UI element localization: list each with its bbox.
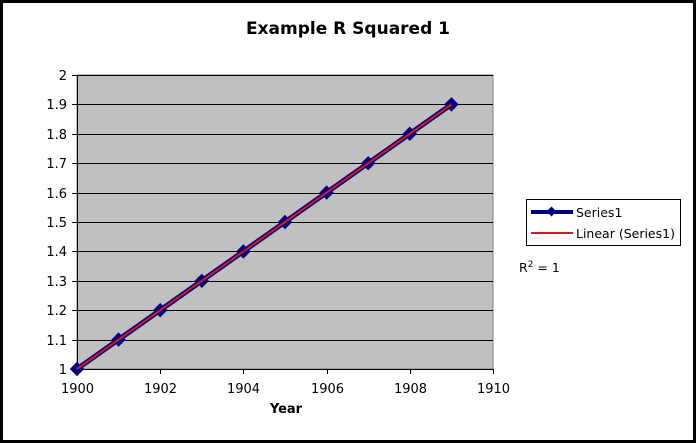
y-tick-label: 1.5 (46, 216, 67, 231)
y-tick-label: 2 (59, 69, 67, 84)
y-tick-label: 1.3 (46, 275, 67, 290)
tick-labels: 1 1.1 1.2 1.3 1.4 1.5 1.6 1.7 1.8 1.9 2 1900 1902 190… (46, 69, 510, 397)
x-tick-label: 1910 (477, 382, 510, 397)
x-tick-label: 1908 (394, 382, 427, 397)
axes (72, 75, 494, 374)
legend-item-trendline: Linear (Series1) (531, 224, 675, 242)
y-tick-label: 1.8 (46, 128, 67, 143)
legend: Series1 Linear (Series1) (526, 199, 681, 246)
legend-item-series1: Series1 (531, 203, 622, 221)
y-tick-label: 1.6 (46, 187, 67, 202)
y-tick-label: 1 (59, 363, 67, 378)
y-tick-label: 1.9 (46, 98, 67, 113)
x-tick-label: 1904 (227, 382, 260, 397)
x-axis-label: Year (269, 402, 303, 417)
y-tick-label: 1.7 (46, 157, 67, 172)
legend-swatch-series1 (531, 203, 573, 221)
r-squared-label: R2 = 1 (519, 260, 560, 276)
chart-title: Example R Squared 1 (245, 19, 451, 39)
y-tick-label: 1.2 (46, 304, 67, 319)
legend-label-series1: Series1 (576, 204, 623, 220)
legend-swatch-trendline (531, 224, 573, 242)
x-tick-label: 1900 (61, 382, 94, 397)
x-tick-label: 1906 (311, 382, 344, 397)
legend-label-trendline: Linear (Series1) (576, 225, 675, 241)
series-1 (69, 97, 459, 377)
x-tick-label: 1902 (144, 382, 177, 397)
y-tick-label: 1.1 (46, 334, 67, 349)
y-tick-label: 1.4 (46, 245, 67, 260)
trendline-line (76, 103, 452, 370)
